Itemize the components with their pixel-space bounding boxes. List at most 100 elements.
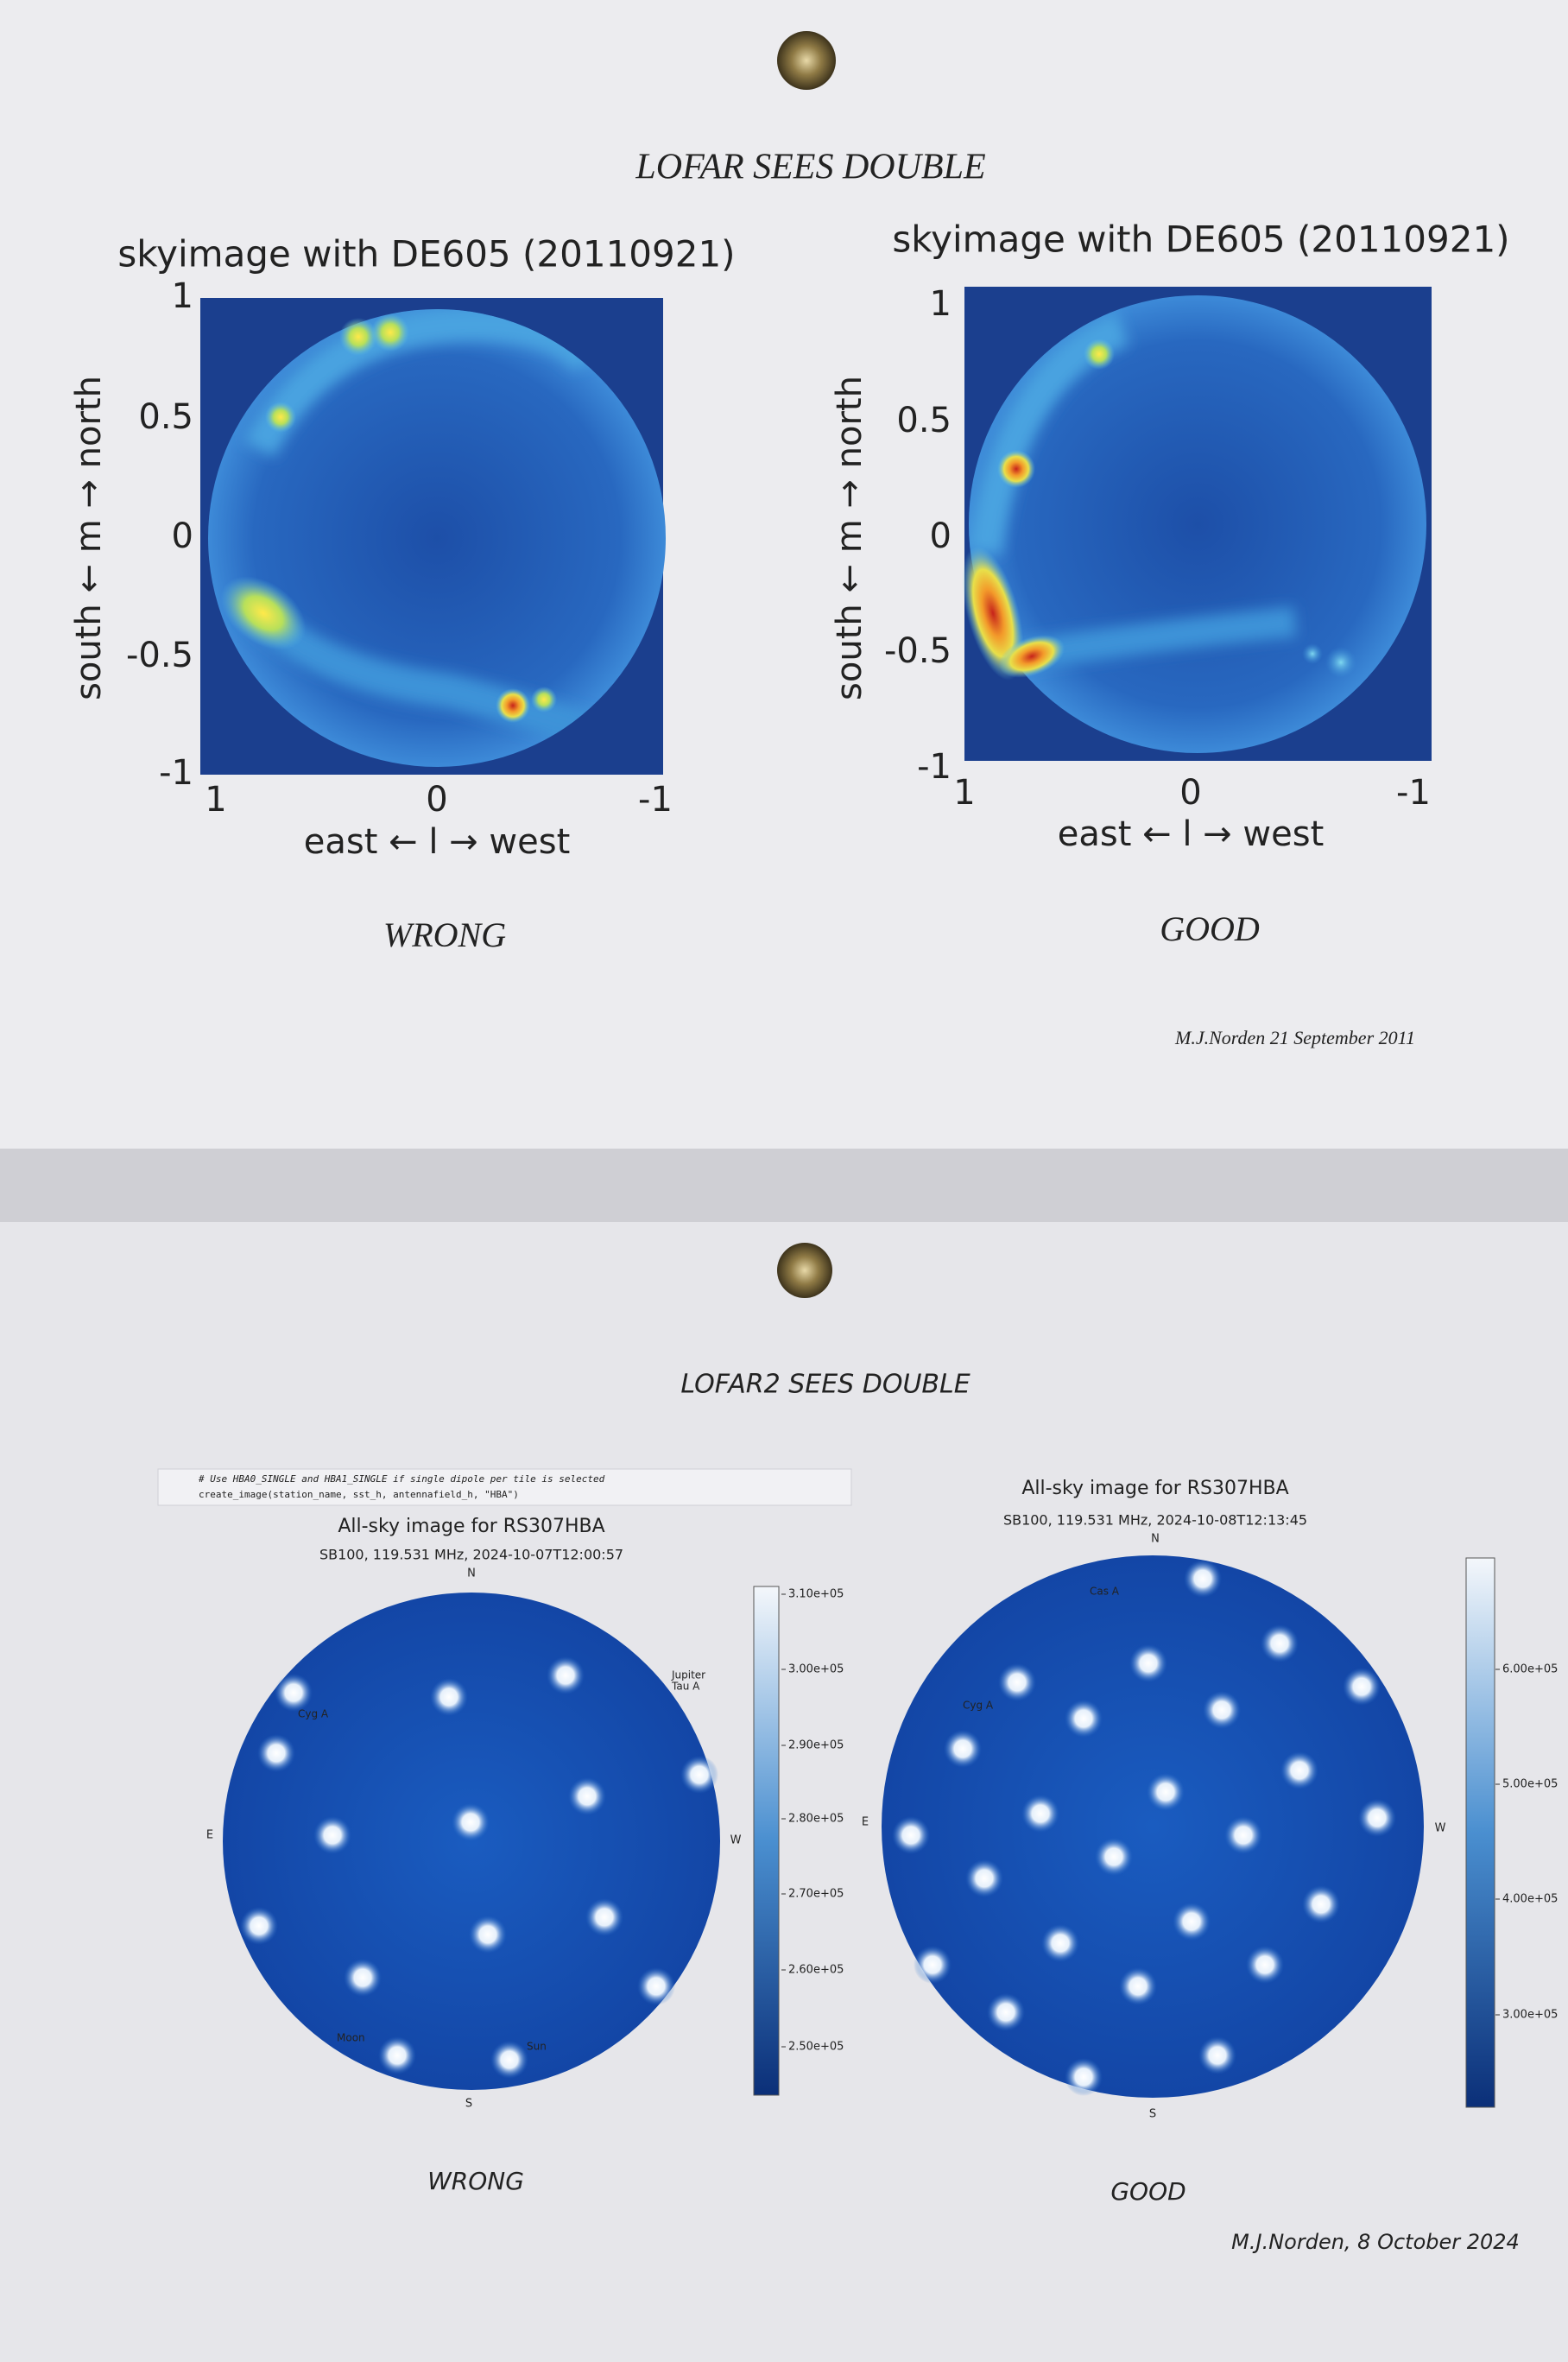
panel-subtitle: SB100, 119.531 MHz, 2024-10-08T12:13:45 [1003,1512,1307,1529]
sky-source [1021,1795,1059,1833]
caption: WRONG [383,915,506,954]
source-label: Cyg A [963,1700,994,1712]
x-axis-label: east ← l → west [1058,814,1325,854]
sky-image [882,1555,1495,2108]
compass-label: E [206,1829,213,1842]
y-axis-label: south ← m → north [69,376,109,700]
y-tick-label: 1 [172,276,193,316]
sky-source [313,1816,351,1854]
sky-source [987,1993,1025,2031]
y-tick-label: 1 [930,284,952,324]
source-label: Cas A [1090,1586,1120,1598]
x-tick-label: 1 [205,780,226,820]
panel-title: skyimage with DE605 (20110921) [892,218,1509,261]
sky-source [998,1663,1036,1701]
x-tick-label: -1 [638,780,673,820]
sky-source [1203,1691,1241,1729]
source-label: Tau A [671,1681,700,1693]
sky-source [1041,1924,1079,1962]
pin [777,1243,832,1298]
compass-label: E [862,1816,869,1829]
colorbar-tick-label: 6.00e+05 [1502,1663,1558,1676]
source-label: Cyg A [298,1708,329,1720]
x-axis-label: east ← l → west [304,822,571,862]
sky-source [240,1907,278,1945]
sky-source [1302,1885,1340,1923]
sky-source [1147,1773,1185,1811]
panel-subtitle: SB100, 119.531 MHz, 2024-10-07T12:00:57 [319,1547,623,1563]
compass-label: S [1149,2108,1156,2121]
colorbar [1465,1557,1495,2108]
y-tick-label: -0.5 [884,631,952,671]
colorbar-tick-label: 3.00e+05 [1502,2009,1558,2022]
colorbar-tick-label: 3.00e+05 [788,1663,844,1676]
code-line: # Use HBA0_SINGLE and HBA1_SINGLE if sin… [198,1473,605,1485]
y-tick-label: -1 [159,753,193,793]
y-tick-label: 0.5 [896,401,952,440]
colorbar-tick-label: 2.50e+05 [788,2041,844,2054]
compass-label: N [467,1567,476,1580]
pin [777,31,836,90]
sky-source [1184,1560,1222,1598]
sky-source [965,1859,1003,1897]
sky-source [1358,1799,1396,1837]
source-label: Jupiter [671,1669,705,1681]
colorbar-tick-label: 5.00e+05 [1502,1778,1558,1791]
sky-source [1198,2036,1236,2074]
sky-image [223,1586,780,2096]
sky-source [1224,1816,1262,1854]
sky-source [344,1959,382,1997]
sky-source [637,1967,675,2005]
x-tick-label: 1 [953,773,975,813]
compass-label: N [1151,1533,1160,1546]
sky-source [452,1803,490,1841]
panel-title: skyimage with DE605 (20110921) [117,233,735,275]
colorbar-tick-label: 2.70e+05 [788,1888,844,1901]
sheet-title: LOFAR2 SEES DOUBLE [680,1370,970,1400]
sky-source [257,1734,295,1772]
code-cell [157,1468,852,1506]
sky-source [1261,1624,1299,1662]
y-tick-label: -1 [917,747,952,787]
colorbar [753,1586,780,2096]
sky-source [1065,1700,1103,1738]
sky-source [430,1678,468,1716]
sheet-title: LOFAR SEES DOUBLE [635,148,985,187]
y-axis-label: south ← m → north [830,376,869,700]
sheet-gap [0,1149,1568,1222]
y-tick-label: 0 [930,516,952,556]
caption: GOOD [1160,909,1260,948]
source-label: Moon [337,2032,365,2044]
sky-source [680,1756,718,1794]
source-label: Sun [527,2041,547,2053]
sky-image [962,287,1432,761]
sky-source [469,1916,507,1954]
sky-source [547,1656,585,1694]
x-tick-label: -1 [1396,773,1431,813]
sky-source [585,1898,623,1936]
x-tick-label: 0 [1179,773,1201,813]
compass-label: W [730,1834,742,1847]
sky-source [490,2041,528,2079]
code-line: create_image(station_name, sst_h, antenn… [199,1489,519,1500]
compass-label: W [1435,1822,1446,1835]
sky-source [378,2036,416,2074]
sky-source [1095,1838,1133,1876]
compass-label: S [465,2098,472,2111]
sky-source [1246,1946,1284,1984]
colorbar-tick-label: 3.10e+05 [788,1588,844,1601]
sky-image [200,298,666,775]
sky-source [892,1816,930,1854]
colorbar-tick-label: 2.90e+05 [788,1739,844,1752]
y-tick-label: 0 [172,516,193,556]
panel-title: All-sky image for RS307HBA [1021,1478,1288,1499]
sky-source [1280,1751,1318,1789]
signature: M.J.Norden 21 September 2011 [1174,1027,1415,1048]
sky-source [1119,1967,1157,2005]
colorbar-tick-label: 2.80e+05 [788,1813,844,1826]
caption: GOOD [1110,2177,1185,2206]
sky-source [275,1674,313,1712]
signature: M.J.Norden, 8 October 2024 [1231,2230,1520,2254]
y-tick-label: 0.5 [138,397,193,437]
